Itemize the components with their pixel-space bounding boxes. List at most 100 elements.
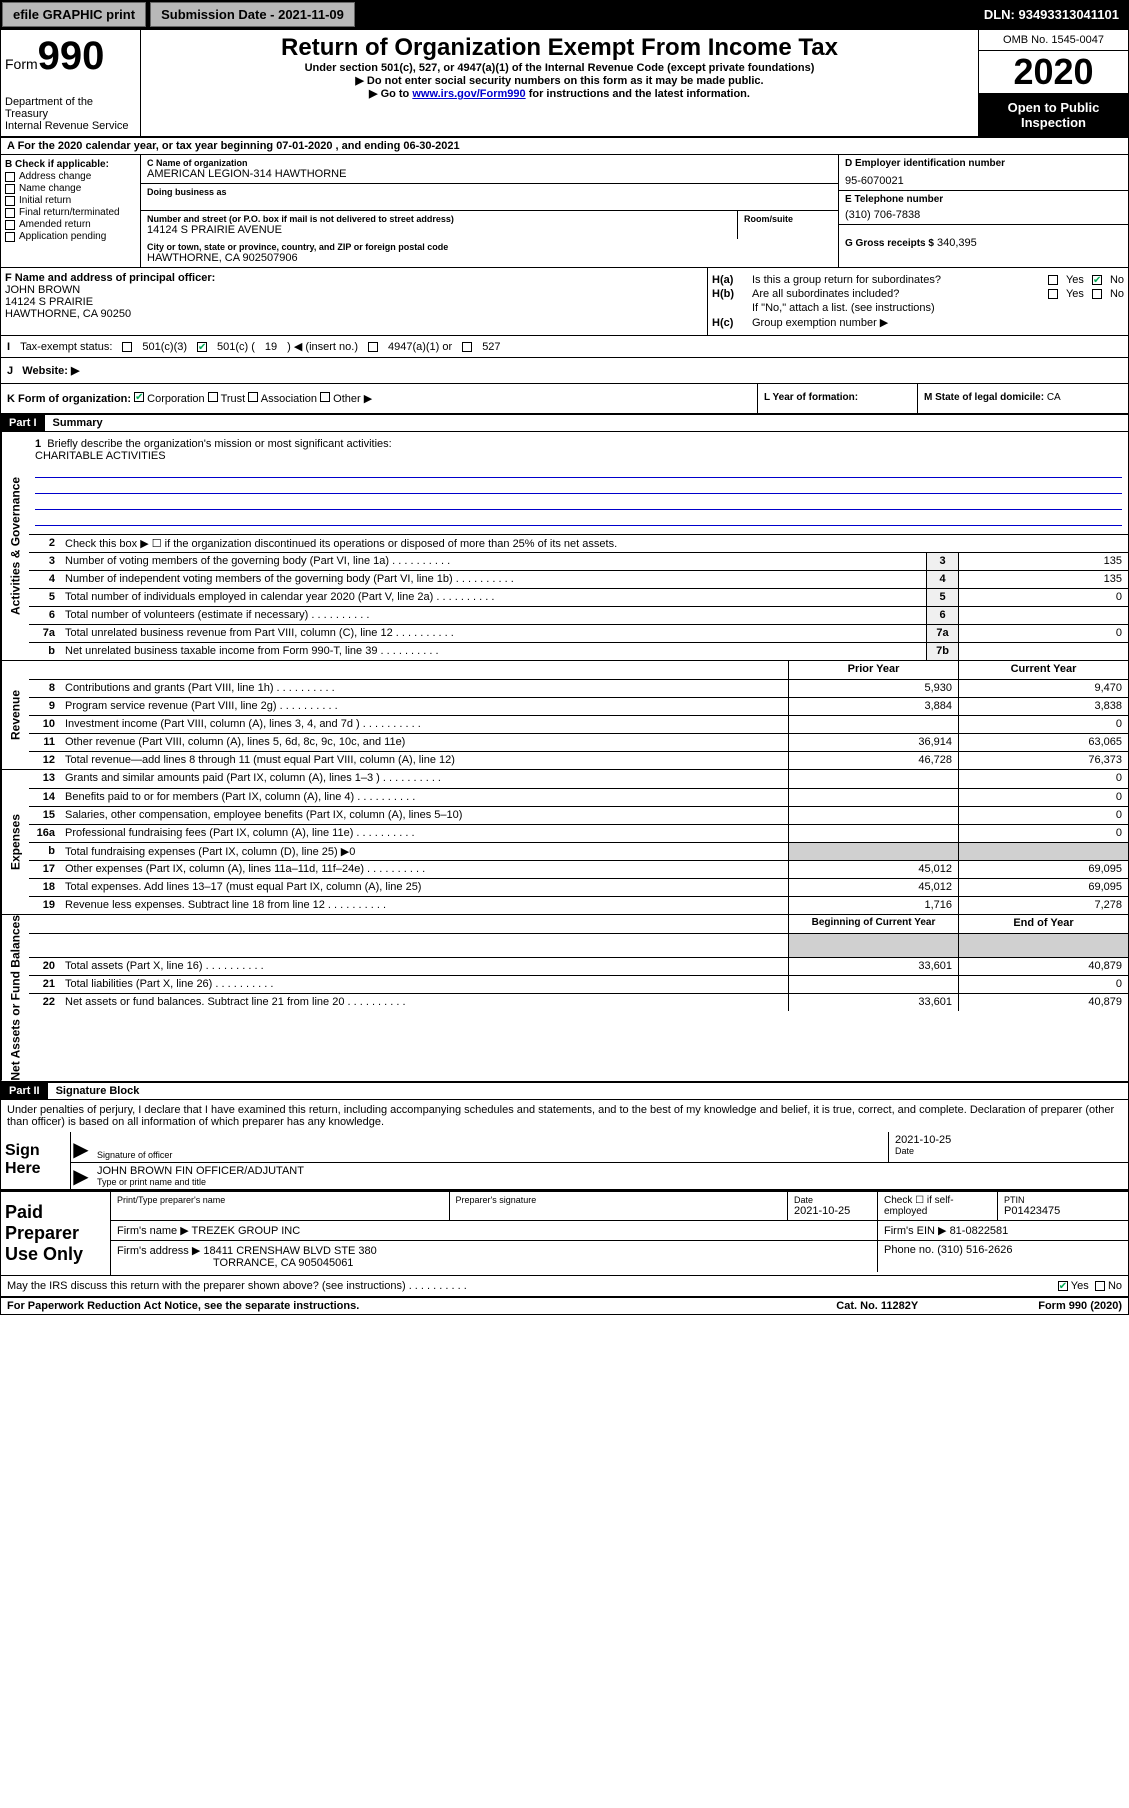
l10-num: 10 xyxy=(29,716,61,733)
l3-val: 135 xyxy=(958,553,1128,570)
cb-501c[interactable] xyxy=(197,342,207,352)
cb-app-pending[interactable] xyxy=(5,232,15,242)
type-name-label: Type or print name and title xyxy=(97,1177,1122,1187)
hc-text: Group exemption number ▶ xyxy=(752,316,888,329)
cb-amended[interactable] xyxy=(5,220,15,230)
form-subtitle: Under section 501(c), 527, or 4947(a)(1)… xyxy=(145,62,974,74)
cb-hb-yes[interactable] xyxy=(1048,289,1058,299)
curr-year-hdr: Current Year xyxy=(958,661,1128,679)
officer-name: JOHN BROWN xyxy=(5,284,703,296)
section-j: J Website: ▶ xyxy=(1,358,1128,384)
firm-phone-label: Phone no. xyxy=(884,1244,934,1256)
cb-ha-no[interactable] xyxy=(1092,275,1102,285)
arrow-icon: ▶ xyxy=(71,1163,91,1189)
l20-end: 40,879 xyxy=(958,958,1128,975)
l17-prior: 45,012 xyxy=(788,861,958,878)
l16b-curr-grey xyxy=(958,843,1128,860)
part1-badge: Part I xyxy=(1,415,45,431)
phone-value: (310) 706-7838 xyxy=(845,205,1122,221)
cb-501c3[interactable] xyxy=(122,342,132,352)
l15-text: Salaries, other compensation, employee b… xyxy=(61,807,788,824)
sign-here-label: Sign Here xyxy=(1,1132,71,1189)
l18-curr: 69,095 xyxy=(958,879,1128,896)
discuss-yes: Yes xyxy=(1071,1280,1089,1292)
f-label: F Name and address of principal officer: xyxy=(5,272,703,284)
cb-initial[interactable] xyxy=(5,196,15,206)
sig-officer-label: Signature of officer xyxy=(97,1150,882,1160)
other-label: Other ▶ xyxy=(333,393,372,405)
section-f: F Name and address of principal officer:… xyxy=(1,268,708,335)
l7b-num: b xyxy=(29,643,61,660)
l19-prior: 1,716 xyxy=(788,897,958,914)
form-number: Form990 xyxy=(5,34,136,79)
cb-discuss-no[interactable] xyxy=(1095,1281,1105,1291)
omb-number: OMB No. 1545-0047 xyxy=(979,30,1128,51)
l8-curr: 9,470 xyxy=(958,680,1128,697)
c-name-label: C Name of organization xyxy=(147,158,832,168)
l11-curr: 63,065 xyxy=(958,734,1128,751)
phone-label: E Telephone number xyxy=(845,194,1122,205)
l7b-nc: 7b xyxy=(926,643,958,660)
city-label: City or town, state or province, country… xyxy=(147,242,832,252)
part2-header-row: Part II Signature Block xyxy=(1,1083,1128,1100)
cb-corp[interactable] xyxy=(134,392,144,402)
addr-change-label: Address change xyxy=(19,171,91,182)
m-label: M State of legal domicile: xyxy=(924,392,1044,403)
j-label: J xyxy=(7,365,13,377)
501c-pre: 501(c) ( xyxy=(217,341,255,353)
l6-text: Total number of volunteers (estimate if … xyxy=(61,607,926,624)
open-public-badge: Open to Public Inspection xyxy=(979,94,1128,136)
cb-other[interactable] xyxy=(320,392,330,402)
l16a-curr: 0 xyxy=(958,825,1128,842)
k-label: K Form of organization: xyxy=(7,393,131,405)
l18-prior: 45,012 xyxy=(788,879,958,896)
cb-name-change[interactable] xyxy=(5,184,15,194)
firm-addr-value: 18411 CRENSHAW BLVD STE 380 xyxy=(203,1245,376,1257)
prep-date-value: 2021-10-25 xyxy=(794,1205,871,1217)
irs-discuss-text: May the IRS discuss this return with the… xyxy=(7,1280,1058,1292)
cb-ha-yes[interactable] xyxy=(1048,275,1058,285)
l13-text: Grants and similar amounts paid (Part IX… xyxy=(61,770,788,788)
cb-trust[interactable] xyxy=(208,392,218,402)
section-k: K Form of organization: Corporation Trus… xyxy=(1,384,1128,415)
501c-num: 19 xyxy=(265,341,277,353)
l22-num: 22 xyxy=(29,994,61,1011)
l4-text: Number of independent voting members of … xyxy=(61,571,926,588)
l14-curr: 0 xyxy=(958,789,1128,806)
app-pending-label: Application pending xyxy=(19,231,106,242)
l19-text: Revenue less expenses. Subtract line 18 … xyxy=(61,897,788,914)
section-fh: F Name and address of principal officer:… xyxy=(1,268,1128,336)
l11-num: 11 xyxy=(29,734,61,751)
cb-discuss-yes[interactable] xyxy=(1058,1281,1068,1291)
cb-assoc[interactable] xyxy=(248,392,258,402)
l10-text: Investment income (Part VIII, column (A)… xyxy=(61,716,788,733)
cb-527[interactable] xyxy=(462,342,472,352)
l21-beg xyxy=(788,976,958,993)
l8-num: 8 xyxy=(29,680,61,697)
efile-print-button[interactable]: efile GRAPHIC print xyxy=(2,2,146,27)
q2-text: Check this box ▶ ☐ if the organization d… xyxy=(61,535,1128,552)
form-title: Return of Organization Exempt From Incom… xyxy=(145,34,974,62)
irs-discuss-row: May the IRS discuss this return with the… xyxy=(1,1276,1128,1298)
firm-ein-value: 81-0822581 xyxy=(950,1225,1009,1237)
l7a-text: Total unrelated business revenue from Pa… xyxy=(61,625,926,642)
cb-hb-no[interactable] xyxy=(1092,289,1102,299)
firm-ein-label: Firm's EIN ▶ xyxy=(884,1225,947,1237)
assoc-label: Association xyxy=(261,393,317,405)
room-label: Room/suite xyxy=(744,214,832,224)
footer-left: For Paperwork Reduction Act Notice, see … xyxy=(7,1300,359,1312)
cb-addr-change[interactable] xyxy=(5,172,15,182)
cb-final[interactable] xyxy=(5,208,15,218)
501c-post: ) ◀ (insert no.) xyxy=(287,340,358,353)
l12-prior: 46,728 xyxy=(788,752,958,769)
tab-activities-governance: Activities & Governance xyxy=(1,432,29,660)
l5-text: Total number of individuals employed in … xyxy=(61,589,926,606)
l22-text: Net assets or fund balances. Subtract li… xyxy=(61,994,788,1011)
l11-prior: 36,914 xyxy=(788,734,958,751)
irs-link[interactable]: www.irs.gov/Form990 xyxy=(412,88,525,100)
tax-exempt-label: Tax-exempt status: xyxy=(20,341,112,353)
beg-year-hdr: Beginning of Current Year xyxy=(788,915,958,933)
section-bcd: B Check if applicable: Address change Na… xyxy=(1,155,1128,268)
form-990-container: Form990 Department of the Treasury Inter… xyxy=(0,29,1129,1315)
cb-4947[interactable] xyxy=(368,342,378,352)
